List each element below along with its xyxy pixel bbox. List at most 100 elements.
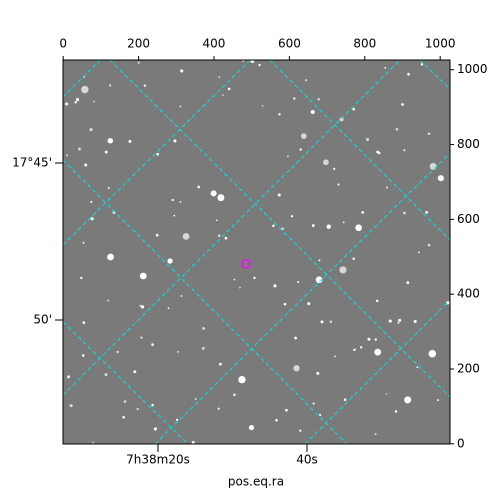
star [385, 393, 388, 395]
star [278, 113, 281, 116]
star [388, 319, 392, 323]
star [281, 227, 284, 231]
star [78, 147, 81, 151]
star [394, 410, 398, 413]
star [285, 408, 288, 412]
x-tick-label: 800 [353, 37, 376, 51]
star [69, 404, 73, 408]
star [140, 305, 145, 309]
y-tick-label: 400 [457, 287, 480, 301]
star [143, 84, 146, 87]
target-marker [241, 259, 251, 269]
star [437, 175, 444, 182]
star [273, 284, 277, 288]
star [218, 76, 221, 79]
star [297, 281, 300, 283]
star [140, 336, 143, 339]
star [299, 429, 302, 432]
star [171, 198, 174, 202]
star [82, 241, 85, 244]
star [427, 243, 431, 247]
star [122, 415, 126, 419]
image [63, 60, 450, 444]
star [272, 224, 275, 228]
star [167, 258, 173, 264]
star [82, 354, 85, 357]
star [90, 217, 94, 221]
star [299, 148, 302, 151]
star [82, 321, 86, 324]
star [173, 214, 176, 217]
star [352, 257, 355, 260]
frame [62, 59, 451, 445]
star [374, 433, 377, 436]
star [175, 418, 179, 422]
y-tick-label: 600 [457, 212, 480, 226]
star [116, 350, 119, 353]
star [80, 276, 83, 280]
x-tick-label: 400 [203, 37, 226, 51]
star [376, 150, 379, 154]
star [233, 278, 236, 281]
star [74, 101, 77, 104]
star [277, 193, 281, 197]
star [403, 149, 406, 152]
star [151, 403, 154, 407]
star [339, 117, 344, 122]
star [219, 362, 222, 366]
star [123, 400, 127, 403]
star [253, 276, 256, 280]
star [307, 302, 311, 306]
star [292, 97, 296, 100]
star [395, 127, 399, 131]
star [343, 398, 347, 401]
star [320, 320, 324, 324]
star [217, 234, 221, 237]
star [286, 155, 289, 158]
star [437, 399, 439, 402]
star [222, 94, 224, 96]
star [210, 190, 217, 197]
star [104, 150, 108, 154]
star [398, 318, 402, 322]
star [84, 163, 88, 167]
star [238, 286, 241, 289]
star [397, 321, 400, 324]
x-tick-label: 600 [278, 37, 301, 51]
star [294, 336, 298, 340]
star [416, 366, 419, 369]
star [339, 266, 347, 274]
star [139, 272, 147, 280]
star [290, 215, 294, 218]
star [137, 61, 140, 64]
star [283, 302, 287, 306]
star [66, 154, 69, 157]
star [180, 295, 183, 297]
star [107, 187, 110, 190]
star [179, 201, 182, 203]
star [425, 210, 428, 214]
star [334, 355, 337, 358]
star [317, 97, 320, 101]
y-tick-label: 200 [457, 361, 480, 375]
star [427, 132, 431, 136]
star [261, 105, 264, 107]
y-tick-label: 1000 [457, 62, 488, 76]
coordinate-grid [63, 60, 450, 444]
star [428, 349, 437, 358]
star [176, 351, 179, 353]
star [179, 105, 182, 108]
x-tick-label: 0 [59, 37, 67, 51]
x-tick-label: 200 [127, 37, 150, 51]
star [355, 224, 362, 232]
star [305, 79, 308, 82]
star [352, 107, 355, 111]
star [139, 304, 142, 307]
star [128, 139, 132, 143]
x-axis-label: pos.eq.ra [228, 475, 284, 489]
star [319, 413, 322, 417]
star [374, 348, 382, 356]
star [224, 236, 228, 240]
star [407, 72, 410, 76]
